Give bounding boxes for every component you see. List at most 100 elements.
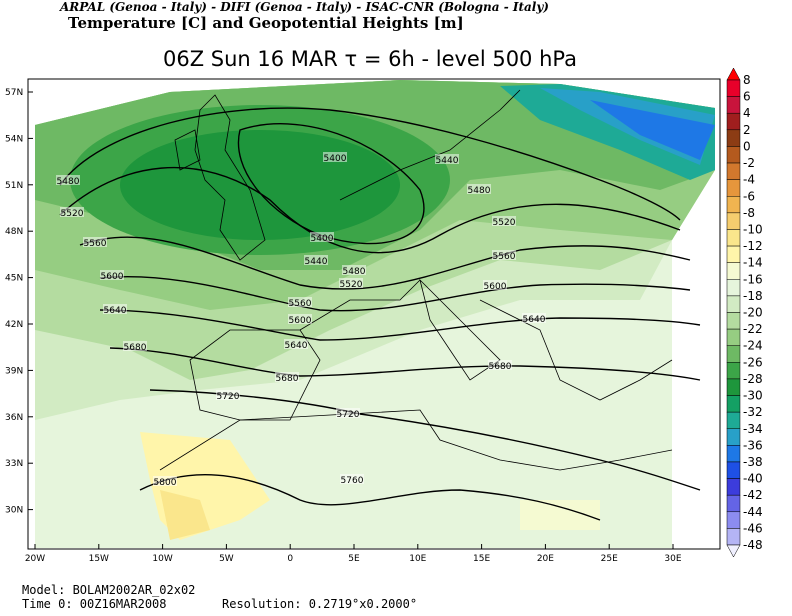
colorbar-label: -40 — [743, 472, 763, 486]
contour-label-bg — [483, 280, 507, 290]
lat-label: 39N — [5, 366, 23, 376]
contour-label: 5600 — [101, 272, 124, 282]
contour-label: 5400 — [311, 234, 334, 244]
colorbar-label: -34 — [743, 422, 763, 436]
contour-label-bg — [153, 476, 177, 486]
colorbar-swatch — [726, 129, 741, 147]
colorbar-label: -32 — [743, 405, 763, 419]
contour-label-bg — [339, 278, 363, 288]
product: Temperature [C] and Geopotential Heights… — [68, 14, 464, 32]
colorbar-label: -28 — [743, 372, 763, 386]
colorbar-label: -12 — [743, 239, 763, 253]
colorbar-label: -4 — [743, 173, 755, 187]
contour-label-bg — [103, 304, 127, 314]
contour-label: 5720 — [337, 410, 360, 420]
contour-label-bg — [123, 341, 147, 351]
contour-line — [99, 309, 701, 341]
colorbar-label: -8 — [743, 206, 755, 220]
contours — [59, 107, 701, 521]
lat-label: 33N — [5, 459, 23, 469]
field-10 — [160, 490, 210, 540]
colorbar-label: 4 — [743, 106, 751, 120]
lon-label: 20E — [537, 554, 554, 564]
colorbar-swatch — [726, 328, 741, 346]
colorbar-label: 2 — [743, 123, 751, 137]
contour-label-bg — [488, 360, 512, 370]
contour-label: 5760 — [341, 476, 364, 486]
colorbar-label: -2 — [743, 156, 755, 170]
field-36 — [590, 100, 715, 160]
colorbar-swatch — [726, 345, 741, 363]
contour-label-bg — [284, 339, 308, 349]
colorbar-swatch — [726, 146, 741, 164]
colorbar-swatch — [726, 395, 741, 413]
contour-label: 5640 — [285, 341, 308, 351]
colorbar-swatch — [726, 494, 741, 513]
contour-label-bg — [310, 232, 334, 242]
contour-label: 5480 — [343, 267, 366, 277]
lat-label: 54N — [5, 134, 23, 144]
colorbar-label: 6 — [743, 90, 751, 104]
lat-label: 30N — [5, 506, 23, 516]
lon-label: 15E — [473, 554, 490, 564]
britain — [194, 94, 266, 261]
colorbar-label: -38 — [743, 455, 763, 469]
contour-label-bg — [60, 207, 84, 217]
colorbar-label: -44 — [743, 505, 763, 519]
contour-line — [59, 107, 681, 221]
contour-label-bg — [304, 255, 328, 265]
contour-label: 5480 — [468, 186, 491, 196]
colorbar-swatch — [726, 411, 741, 429]
contour-line — [99, 275, 691, 312]
contour-label: 5720 — [217, 392, 240, 402]
contour-label-bg — [492, 250, 516, 260]
italy — [419, 278, 501, 381]
colorbar-label: -14 — [743, 256, 763, 270]
iberia — [189, 329, 321, 421]
colorbar-swatch — [726, 96, 741, 114]
contour-label: 5680 — [276, 374, 299, 384]
north-africa — [159, 409, 673, 471]
france-coast — [299, 279, 421, 331]
contour-label: 5440 — [305, 257, 328, 267]
contour-label: 5520 — [340, 280, 363, 290]
colorbar-label: -30 — [743, 389, 763, 403]
contour-label: 5680 — [124, 343, 147, 353]
colorbar-swatch — [726, 295, 741, 313]
colorbar-swatch — [726, 212, 741, 230]
contour-label: 5520 — [61, 209, 84, 219]
footer-resolution: Resolution: 0.2719°x0.2000° — [222, 597, 417, 611]
coastlines — [159, 89, 673, 471]
colorbar-label: -46 — [743, 521, 763, 535]
colorbar-swatch — [726, 312, 741, 330]
colorbar-swatch — [726, 428, 741, 446]
contour-line — [149, 389, 701, 491]
balkans — [479, 299, 673, 401]
contour-label-bg — [467, 184, 491, 194]
lon-label: 5E — [348, 554, 360, 564]
colorbar-swatch — [726, 528, 741, 546]
lat-label: 51N — [5, 181, 23, 191]
colorbar-label: -22 — [743, 322, 763, 336]
colorbar-swatch — [726, 445, 741, 463]
colorbar-label: -18 — [743, 289, 763, 303]
contour-label-bg — [56, 175, 80, 185]
colorbar-label: -36 — [743, 438, 763, 452]
contour-label-bg — [83, 237, 107, 247]
lon-label: 15W — [89, 554, 109, 564]
lon-label: 10W — [152, 554, 172, 564]
colorbar-swatch — [726, 196, 741, 214]
colorbar-swatch — [726, 262, 741, 280]
colorbar-label: -10 — [743, 222, 763, 236]
contour-label: 5400 — [324, 154, 347, 164]
colorbar-swatch — [726, 229, 741, 247]
lon-label: 25E — [601, 554, 618, 564]
contour-label: 5640 — [523, 315, 546, 325]
contour-label: 5560 — [289, 299, 312, 309]
colorbar-swatch — [726, 511, 741, 529]
ireland — [174, 129, 201, 171]
colorbar-swatch — [726, 362, 741, 380]
colorbar-swatch — [726, 279, 741, 297]
colorbar-label: 8 — [743, 73, 751, 87]
